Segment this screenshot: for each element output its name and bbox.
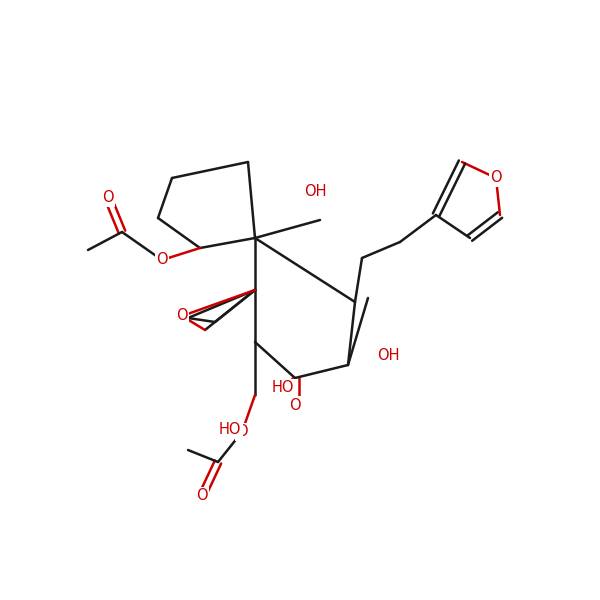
Text: HO: HO: [219, 422, 241, 437]
Text: OH: OH: [304, 185, 326, 199]
Text: OH: OH: [377, 347, 399, 362]
Text: HO: HO: [272, 380, 294, 395]
Text: O: O: [490, 170, 502, 185]
Text: O: O: [196, 488, 208, 503]
Text: O: O: [102, 191, 114, 205]
Text: O: O: [289, 397, 301, 413]
Text: O: O: [156, 253, 168, 268]
Text: O: O: [236, 425, 248, 439]
Text: O: O: [176, 308, 188, 323]
